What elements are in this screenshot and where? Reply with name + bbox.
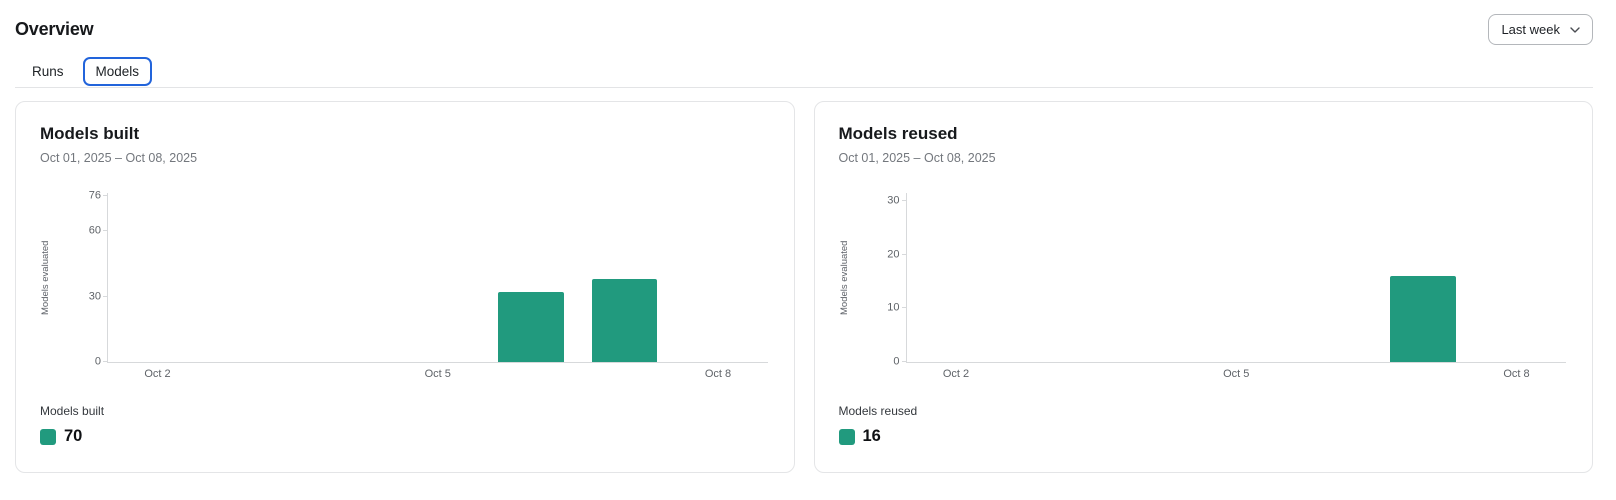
legend-row: 16 — [838, 427, 1569, 446]
page-header: Overview Last week — [0, 0, 1616, 45]
plot-area: 0 10 20 30 Oct 2 Oct 5 Oct 8 — [887, 193, 1566, 380]
legend-total: 16 — [862, 427, 881, 445]
card-date-range: Oct 01, 2025 – Oct 08, 2025 — [40, 151, 198, 165]
y-axis-tick-mark — [103, 361, 108, 362]
chart-legend: Models reused 16 — [838, 404, 1569, 446]
y-axis-tick-mark — [901, 361, 907, 362]
y-axis-tick-mark — [901, 200, 907, 202]
y-axis-tick-label: 30 — [88, 290, 101, 303]
cards-grid: Models built Oct 01, 2025 – Oct 08, 2025… — [15, 101, 1593, 473]
tab-runs[interactable]: Runs — [32, 64, 64, 79]
x-axis-tick-label: Oct 8 — [1503, 368, 1530, 380]
models-built-card: Models built Oct 01, 2025 – Oct 08, 2025… — [15, 101, 795, 473]
models-reused-card: Models reused Oct 01, 2025 – Oct 08, 202… — [813, 101, 1593, 473]
bar-oct-7[interactable] — [591, 279, 658, 362]
y-axis-tick-mark — [103, 230, 108, 232]
y-axis-tick-label: 0 — [893, 355, 900, 368]
legend-swatch — [40, 428, 56, 445]
x-axis-tick-label: Oct 2 — [144, 368, 171, 380]
chart-legend: Models built 70 — [40, 404, 770, 446]
y-axis-tick-mark — [103, 195, 108, 197]
models-reused-chart: Models evaluated 0 10 20 30 Oct 2 Oct 5 Oct 8 — [839, 185, 1569, 389]
y-axis-tick-label: 30 — [887, 194, 900, 207]
y-axis-title: Models evaluated — [838, 240, 850, 316]
legend-row: 70 — [40, 427, 770, 446]
plot-area: 0 30 60 76 Oct 2 Oct 5 Oct 8 — [89, 190, 768, 380]
y-axis-tick-label: 60 — [88, 224, 101, 237]
tab-bar: Runs Models — [15, 57, 1593, 88]
x-axis-tick-label: Oct 5 — [1223, 368, 1250, 380]
chevron-down-icon — [1570, 26, 1580, 33]
y-axis-tick-label: 10 — [887, 301, 900, 314]
legend-label: Models reused — [838, 404, 918, 418]
page-title: Overview — [15, 19, 94, 39]
legend-label: Models built — [40, 404, 105, 418]
bar-oct-6[interactable] — [498, 292, 564, 362]
y-axis-tick-label: 20 — [887, 248, 900, 261]
card-title: Models reused — [838, 124, 958, 143]
tab-models[interactable]: Models — [82, 57, 153, 86]
y-axis-title: Models evaluated — [40, 240, 51, 316]
y-axis-tick-mark — [901, 307, 907, 309]
date-range-value: Last week — [1501, 22, 1560, 37]
legend-total: 70 — [64, 427, 83, 445]
legend-swatch — [838, 428, 855, 445]
y-axis-tick-label: 0 — [94, 355, 101, 368]
card-title: Models built — [40, 124, 140, 143]
y-axis-tick-label: 76 — [88, 189, 101, 202]
y-axis-tick-mark — [103, 295, 108, 297]
y-axis-tick-mark — [901, 253, 907, 255]
x-axis-tick-label: Oct 2 — [942, 368, 970, 380]
models-built-chart: Models evaluated 0 30 60 76 Oct 2 Oct 5 Oct 8 — [40, 185, 770, 389]
bar-oct-7[interactable] — [1390, 276, 1456, 362]
card-date-range: Oct 01, 2025 – Oct 08, 2025 — [838, 151, 996, 165]
x-axis-tick-label: Oct 5 — [424, 368, 451, 380]
x-axis-tick-label: Oct 8 — [704, 368, 732, 380]
date-range-selector[interactable]: Last week — [1488, 14, 1593, 45]
